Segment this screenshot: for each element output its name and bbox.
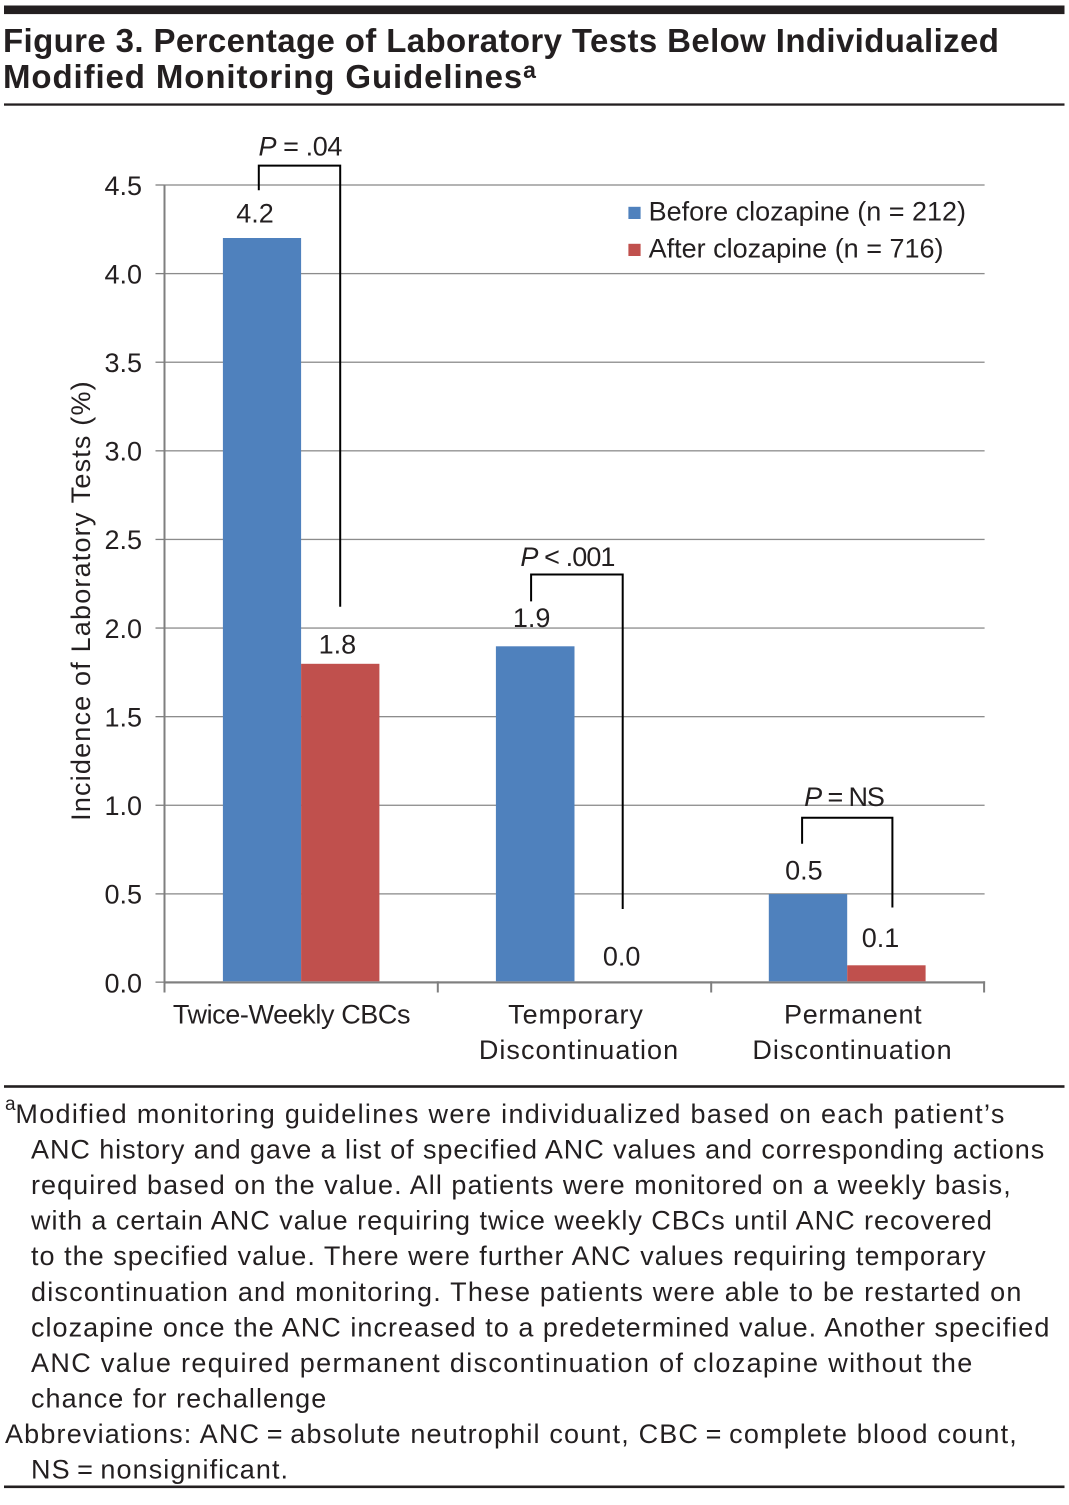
svg-text:0.0: 0.0 (603, 942, 641, 972)
svg-text:4.2: 4.2 (236, 199, 274, 229)
svg-text:1.8: 1.8 (319, 630, 357, 660)
svg-text:ANC history and gave a list of: ANC history and gave a list of specified… (31, 1135, 1045, 1165)
svg-text:0.0: 0.0 (104, 968, 142, 998)
svg-text:Modified monitoring guidelines: Modified monitoring guidelines were indi… (15, 1099, 1005, 1129)
svg-text:Incidence of Laboratory Tests: Incidence of Laboratory Tests (%) (66, 380, 96, 821)
svg-text:Discontinuation: Discontinuation (752, 1035, 952, 1065)
svg-text:3.0: 3.0 (104, 437, 142, 467)
svg-text:to the specified value. There: to the specified value. There were furth… (31, 1241, 987, 1271)
svg-text:chance for rechallenge: chance for rechallenge (31, 1383, 327, 1413)
svg-text:clozapine once the ANC increas: clozapine once the ANC increased to a pr… (31, 1312, 1050, 1342)
svg-text:ANC value required permanent d: ANC value required permanent discontinua… (31, 1348, 974, 1378)
svg-text:1.9: 1.9 (513, 603, 551, 633)
svg-text:P < .001: P < .001 (520, 542, 614, 572)
svg-text:Modified Monitoring Guidelines: Modified Monitoring Guidelinesa (3, 57, 537, 95)
svg-text:Permanent: Permanent (784, 1000, 922, 1030)
svg-text:Discontinuation: Discontinuation (479, 1035, 679, 1065)
svg-text:Temporary: Temporary (508, 1000, 644, 1030)
svg-text:Abbreviations: ANC = absolute: Abbreviations: ANC = absolute neutrophil… (5, 1419, 1018, 1449)
svg-text:4.0: 4.0 (104, 259, 142, 289)
svg-text:Figure 3. Percentage of Labora: Figure 3. Percentage of Laboratory Tests… (3, 22, 999, 59)
svg-text:2.0: 2.0 (104, 614, 142, 644)
svg-text:4.5: 4.5 (104, 171, 142, 201)
svg-text:0.5: 0.5 (785, 856, 823, 886)
svg-text:3.5: 3.5 (104, 348, 142, 378)
svg-text:0.5: 0.5 (104, 880, 142, 910)
svg-text:a: a (5, 1094, 17, 1115)
svg-text:discontinuation and monitoring: discontinuation and monitoring. These pa… (31, 1277, 1023, 1307)
svg-text:1.0: 1.0 (104, 791, 142, 821)
svg-text:Before clozapine (n = 212): Before clozapine (n = 212) (649, 196, 966, 226)
svg-text:P = .04: P = .04 (258, 131, 342, 161)
svg-text:required based on the value. A: required based on the value. All patient… (31, 1170, 1012, 1200)
svg-text:NS = nonsignificant.: NS = nonsignificant. (31, 1455, 289, 1485)
svg-text:with a certain ANC value requi: with a certain ANC value requiring twice… (30, 1206, 993, 1236)
svg-text:0.1: 0.1 (862, 923, 900, 953)
svg-text:1.5: 1.5 (104, 703, 142, 733)
svg-text:After clozapine (n = 716): After clozapine (n = 716) (649, 233, 944, 263)
svg-text:2.5: 2.5 (104, 525, 142, 555)
svg-text:Twice-Weekly CBCs: Twice-Weekly CBCs (173, 1000, 410, 1030)
svg-text:P = NS: P = NS (804, 782, 884, 812)
